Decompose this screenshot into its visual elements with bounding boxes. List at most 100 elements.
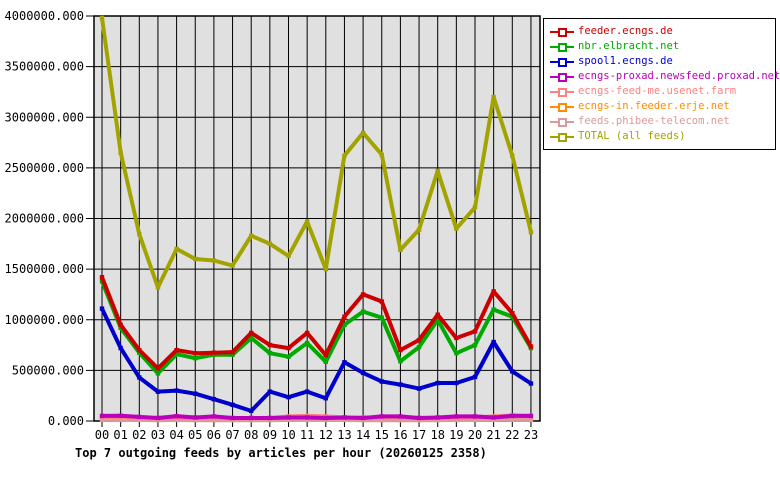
series-point bbox=[491, 307, 496, 312]
series-point bbox=[267, 350, 273, 356]
series-point bbox=[118, 150, 123, 155]
series-point bbox=[491, 339, 496, 345]
legend-line-marker-icon bbox=[550, 57, 574, 67]
series-point bbox=[99, 275, 105, 280]
y-tick-label: 3500000.000 bbox=[5, 60, 84, 74]
y-tick-label: 1000000.000 bbox=[5, 313, 84, 327]
series-point bbox=[249, 415, 254, 421]
chart-title: Top 7 outgoing feeds by articles per hou… bbox=[75, 446, 487, 460]
series-point bbox=[230, 417, 235, 423]
series-point bbox=[528, 344, 534, 349]
legend-line-marker-icon bbox=[550, 42, 574, 52]
series-point bbox=[360, 417, 366, 423]
series-point bbox=[155, 371, 161, 376]
series-point bbox=[137, 375, 142, 380]
series-point bbox=[230, 263, 235, 268]
series-point bbox=[193, 391, 198, 396]
series-point bbox=[267, 342, 273, 348]
series-point bbox=[398, 382, 403, 387]
series-point bbox=[342, 360, 347, 365]
series-point bbox=[528, 417, 534, 423]
x-tick-label: 18 bbox=[430, 428, 444, 442]
series-point bbox=[230, 349, 235, 355]
legend-label: ecngs-proxad.newsfeed.proxad.net bbox=[578, 70, 780, 82]
x-tick-label: 08 bbox=[244, 428, 258, 442]
legend-marker-square bbox=[558, 88, 567, 97]
series-point bbox=[472, 342, 478, 348]
legend-line-marker-icon bbox=[550, 132, 574, 142]
x-tick-label: 15 bbox=[375, 428, 389, 442]
series-point bbox=[211, 350, 217, 355]
x-tick-label: 09 bbox=[263, 428, 277, 442]
legend-item: ecngs-proxad.newsfeed.proxad.net bbox=[550, 69, 780, 84]
series-point bbox=[398, 414, 403, 419]
series-line-ecngs-proxad.newsfeed.proxad.net bbox=[101, 413, 531, 420]
series-point bbox=[155, 415, 161, 421]
series-point bbox=[230, 352, 235, 357]
series-point bbox=[99, 15, 105, 21]
series-point bbox=[249, 417, 254, 423]
series-point bbox=[193, 415, 198, 420]
series-point bbox=[304, 415, 310, 420]
series-point bbox=[137, 231, 142, 237]
series-point bbox=[249, 233, 254, 238]
series-point bbox=[286, 417, 291, 423]
series-point bbox=[342, 415, 347, 420]
series-point bbox=[472, 329, 478, 334]
x-tick-label: 06 bbox=[207, 428, 221, 442]
legend-marker-square bbox=[558, 133, 567, 142]
series-point bbox=[323, 396, 328, 401]
series-point bbox=[323, 359, 328, 364]
series-point bbox=[211, 414, 217, 419]
series-point bbox=[379, 315, 384, 320]
series-point bbox=[230, 415, 235, 421]
series-point bbox=[360, 309, 366, 314]
series-line-nbr.elbracht.net bbox=[100, 280, 533, 376]
series-line-TOTAL (all feeds) bbox=[100, 17, 533, 290]
series-point bbox=[342, 314, 347, 319]
y-tick-label: 2500000.000 bbox=[5, 161, 84, 175]
series-point bbox=[360, 370, 366, 376]
series-point bbox=[379, 417, 384, 423]
legend-marker-square bbox=[558, 103, 567, 112]
series-point bbox=[230, 402, 235, 407]
series-point bbox=[304, 417, 310, 423]
series-point bbox=[416, 415, 422, 421]
series-point bbox=[174, 347, 179, 353]
series-point bbox=[267, 417, 273, 423]
series-point bbox=[435, 380, 440, 386]
series-point bbox=[342, 322, 347, 328]
series-point bbox=[342, 153, 347, 158]
series-point bbox=[491, 289, 496, 294]
x-tick-label: 04 bbox=[169, 428, 183, 442]
legend-line-marker-icon bbox=[550, 102, 574, 112]
legend-marker-square bbox=[558, 118, 567, 127]
legend-label: feeds.phibee-telecom.net bbox=[578, 115, 730, 127]
x-tick-label: 13 bbox=[337, 428, 351, 442]
series-point bbox=[99, 413, 105, 419]
legend-label: ecngs-in.feeder.erje.net bbox=[578, 100, 730, 112]
x-tick-label: 23 bbox=[524, 428, 538, 442]
series-point bbox=[267, 389, 273, 394]
x-tick-label: 19 bbox=[449, 428, 463, 442]
legend-item: spool1.ecngs.de bbox=[550, 54, 771, 69]
x-tick-label: 11 bbox=[300, 428, 314, 442]
series-point bbox=[193, 256, 198, 262]
y-tick-label: 3000000.000 bbox=[5, 110, 84, 124]
series-point bbox=[323, 266, 328, 272]
series-point bbox=[472, 414, 478, 419]
series-point bbox=[267, 241, 273, 247]
series-point bbox=[379, 414, 384, 419]
series-point bbox=[454, 335, 459, 341]
series-point bbox=[472, 205, 478, 210]
x-tick-label: 21 bbox=[486, 428, 500, 442]
series-line-spool1.ecngs.de bbox=[100, 307, 533, 413]
x-tick-label: 12 bbox=[319, 428, 333, 442]
series-point bbox=[286, 395, 291, 400]
x-tick-label: 20 bbox=[468, 428, 482, 442]
legend-marker-square bbox=[558, 43, 567, 52]
x-tick-label: 00 bbox=[95, 428, 109, 442]
x-tick-label: 01 bbox=[113, 428, 127, 442]
x-tick-label: 05 bbox=[188, 428, 202, 442]
